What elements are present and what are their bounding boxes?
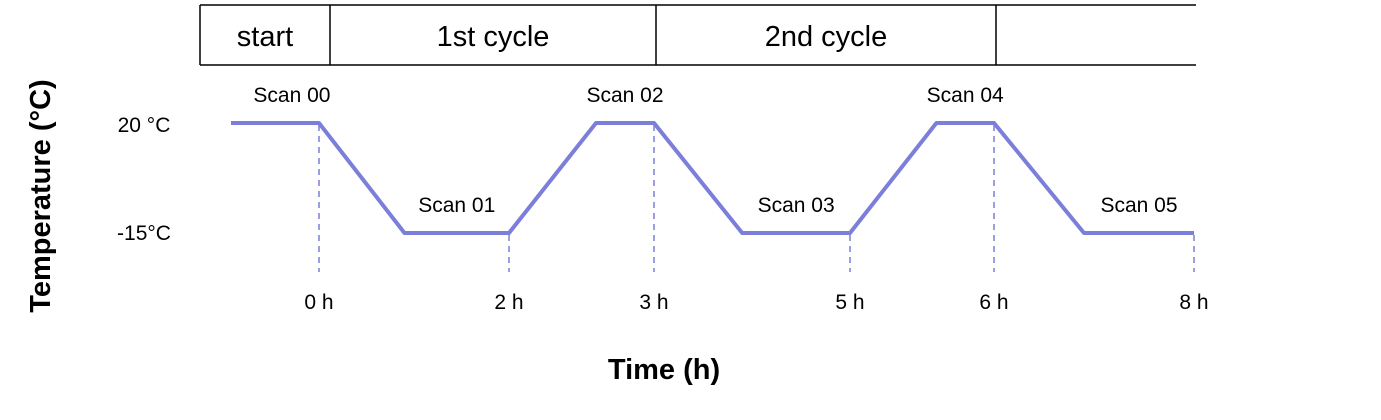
series-layer bbox=[231, 121, 1194, 235]
x-tick-label-2h: 2 h bbox=[494, 291, 523, 314]
scan-label-3: Scan 03 bbox=[758, 194, 835, 217]
scan-label-0: Scan 00 bbox=[253, 84, 330, 107]
temperature-profile-line bbox=[231, 121, 1194, 235]
x-tick-label-0h: 0 h bbox=[304, 291, 333, 314]
scan-annotations: Scan 00 Scan 01 Scan 02 Scan 03 Scan 04 Scan … bbox=[253, 84, 1177, 217]
x-tick-label-8h: 8 h bbox=[1179, 291, 1208, 314]
header-segment-2nd-cycle: 2nd cycle bbox=[765, 21, 888, 53]
scan-label-4: Scan 04 bbox=[927, 84, 1004, 107]
phase-header: start 1st cycle 2nd cycle bbox=[199, 4, 1196, 66]
scan-label-5: Scan 05 bbox=[1100, 194, 1177, 217]
x-tick-labels: 0 h 2 h 3 h 5 h 6 h 8 h bbox=[304, 291, 1208, 314]
y-axis-title: Temperature (°C) bbox=[25, 79, 57, 312]
dashed-guides bbox=[318, 125, 1195, 272]
header-segment-start: start bbox=[237, 21, 293, 53]
scan-label-1: Scan 01 bbox=[418, 194, 495, 217]
header-segment-1st-cycle: 1st cycle bbox=[437, 21, 550, 53]
x-tick-label-6h: 6 h bbox=[979, 291, 1008, 314]
scan-label-2: Scan 02 bbox=[586, 84, 663, 107]
y-tick-label-20: 20 °C bbox=[118, 114, 171, 137]
x-tick-label-5h: 5 h bbox=[835, 291, 864, 314]
x-axis-title: Time (h) bbox=[608, 354, 720, 386]
x-tick-label-3h: 3 h bbox=[639, 291, 668, 314]
y-tick-label-minus15: -15°C bbox=[117, 222, 171, 245]
